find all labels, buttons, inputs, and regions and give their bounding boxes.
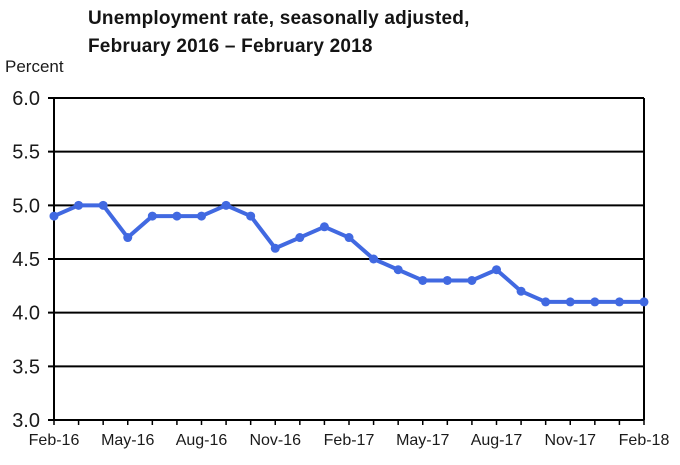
data-point	[98, 200, 108, 210]
data-point	[270, 243, 280, 253]
x-tick-label: May-17	[396, 432, 449, 449]
data-point	[442, 275, 452, 285]
data-point	[369, 254, 379, 264]
chart-title-line1: Unemployment rate, seasonally adjusted,	[88, 8, 470, 29]
data-point	[74, 200, 84, 210]
x-tick-label: Nov-16	[249, 432, 301, 449]
data-point	[319, 222, 329, 232]
x-tick-label: Nov-17	[544, 432, 596, 449]
data-point	[639, 297, 649, 307]
data-point	[541, 297, 551, 307]
y-tick-label: 3.5	[12, 356, 40, 378]
data-line	[52, 203, 646, 304]
data-point	[123, 233, 133, 243]
y-tick-label: 3.0	[12, 410, 40, 432]
data-point	[49, 211, 59, 221]
y-tick-label: 5.5	[12, 142, 40, 164]
x-tick-label: Feb-18	[619, 432, 670, 449]
x-tick-label: Aug-16	[176, 432, 228, 449]
y-axis-unit-label: Percent	[5, 57, 64, 76]
data-point	[565, 297, 575, 307]
x-tick-label: Feb-16	[29, 432, 80, 449]
data-point	[295, 233, 305, 243]
data-point	[467, 275, 477, 285]
data-point	[516, 286, 526, 296]
x-tick-label: Feb-17	[324, 432, 375, 449]
data-point	[172, 211, 182, 221]
data-point	[197, 211, 206, 221]
x-tick-label: Aug-17	[471, 432, 523, 449]
y-tick-label: 6.0	[12, 88, 40, 110]
data-point	[492, 265, 501, 275]
data-point	[221, 200, 231, 210]
data-point	[246, 211, 256, 221]
x-tick-label: May-16	[101, 432, 154, 449]
y-tick-label: 5.0	[12, 195, 40, 217]
chart-title-line2: February 2016 – February 2018	[88, 36, 373, 57]
data-point	[614, 297, 624, 307]
chart-title: Unemployment rate, seasonally adjusted, …	[88, 5, 470, 61]
data-point	[147, 211, 157, 221]
y-tick-label: 4.5	[12, 249, 40, 271]
data-point	[590, 297, 600, 307]
data-point	[393, 265, 403, 275]
y-tick-label: 4.0	[12, 303, 40, 325]
data-point	[418, 275, 428, 285]
data-point	[344, 233, 354, 243]
